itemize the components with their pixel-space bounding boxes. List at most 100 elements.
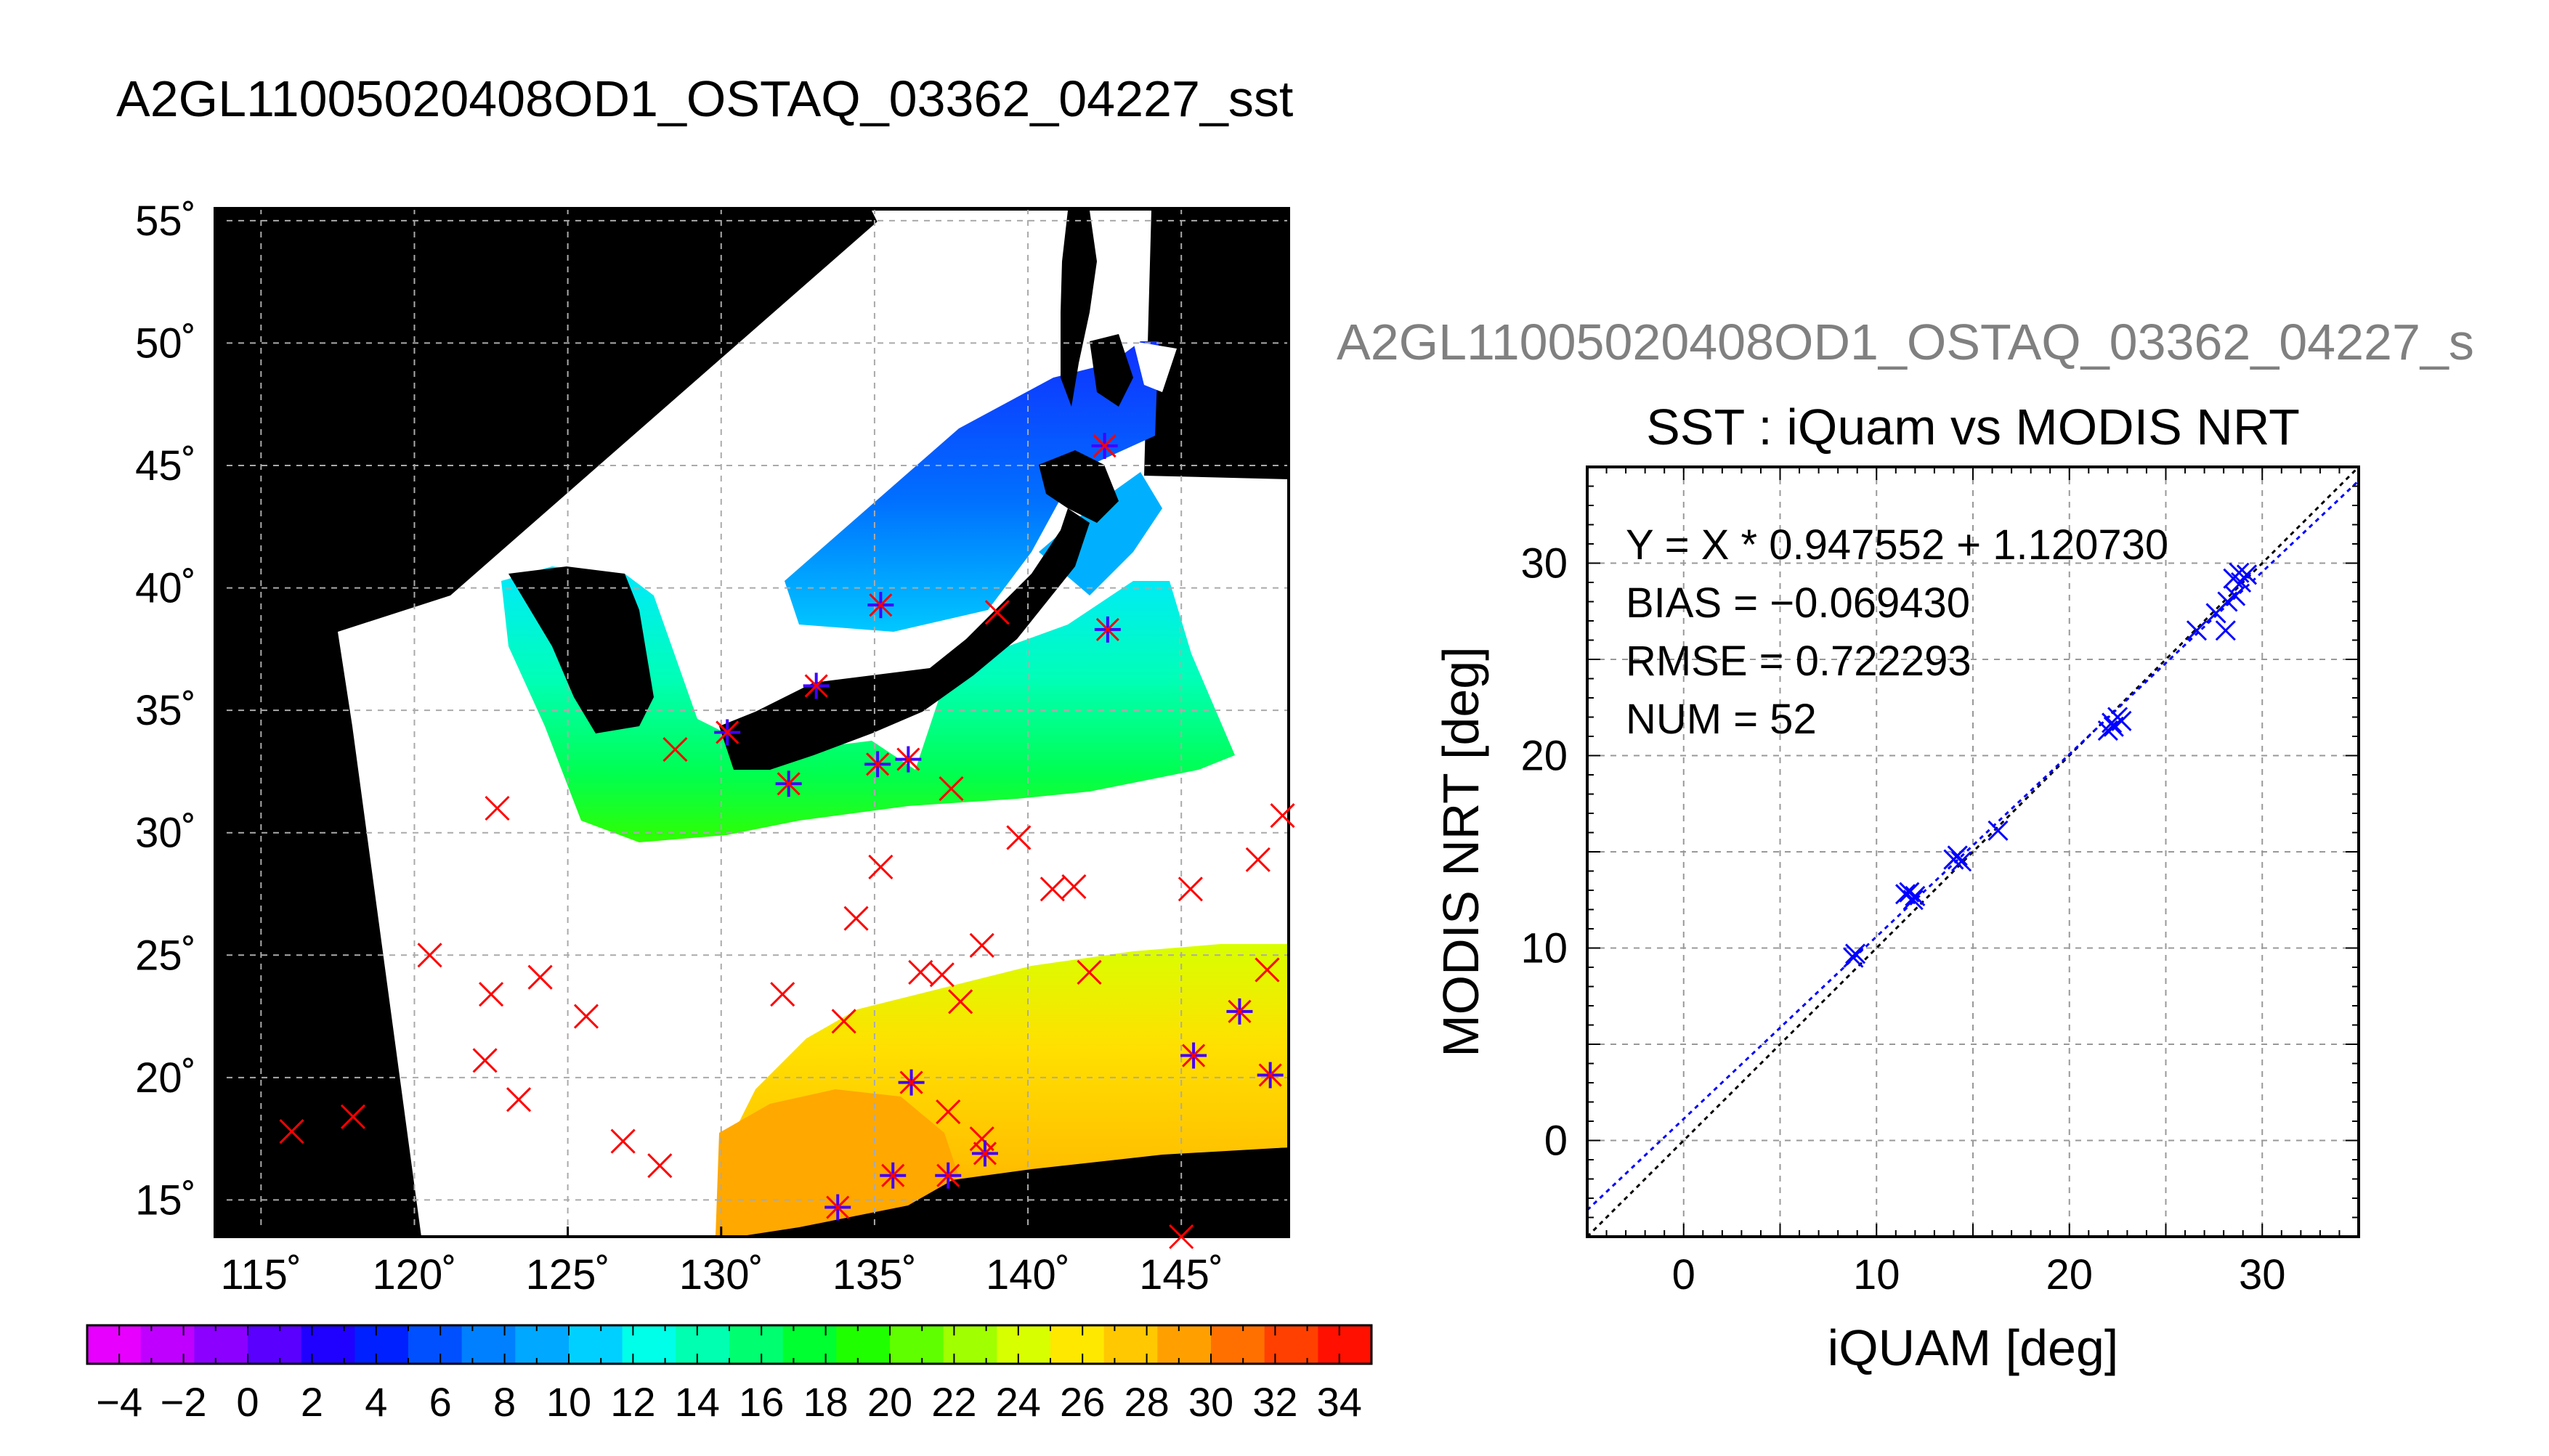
marker-stroke <box>896 747 920 771</box>
buoy-marker-matched <box>824 1194 851 1221</box>
buoy-marker-unmatched <box>939 776 964 802</box>
marker-stroke <box>1006 825 1032 850</box>
marker-stroke <box>936 1099 961 1125</box>
scatter-point <box>2103 716 2124 737</box>
marker-stroke <box>1093 434 1117 458</box>
marker-stroke <box>1895 884 1916 905</box>
buoy-marker-unmatched <box>969 1126 994 1152</box>
buoy-marker-unmatched <box>1061 874 1087 899</box>
map-x-tick-label: 140˚ <box>986 1251 1070 1298</box>
scatter-y-tick-label: 10 <box>1520 925 1568 972</box>
scatter-point <box>1947 845 1968 866</box>
map-x-tick-label: 120˚ <box>372 1251 456 1298</box>
stat-fit: Y = X * 0.947552 + 1.120730 <box>1626 521 2168 569</box>
ocean-mid <box>501 566 1235 842</box>
colorbar-segment <box>782 1325 838 1364</box>
marker-stroke <box>1182 1044 1206 1067</box>
scatter-xlabel: iQUAM [deg] <box>1828 1319 2119 1376</box>
marker-stroke <box>1255 957 1280 983</box>
marker-stroke <box>899 1070 923 1094</box>
buoy-marker-matched <box>1094 616 1121 643</box>
colorbar-tick-label: 12 <box>610 1379 655 1425</box>
marker-stroke <box>662 737 688 762</box>
marker-stroke <box>1061 874 1087 899</box>
buoy-marker-unmatched <box>472 1048 498 1073</box>
buoy-marker-unmatched <box>1077 959 1102 985</box>
marker-stroke <box>939 776 964 802</box>
scatter-figure-label: A2GL11005020408OD1_OSTAQ_03362_04227_s <box>1337 314 2474 370</box>
map-frame <box>214 207 1290 1238</box>
scatter-grid <box>1587 467 2359 1237</box>
land-peninsula <box>1090 334 1133 407</box>
marker-stroke <box>969 1126 994 1152</box>
buoy-marker-matched <box>1180 1042 1207 1069</box>
marker-stroke <box>1947 845 1968 866</box>
marker-stroke <box>1843 947 1864 968</box>
marker-stroke <box>777 772 801 796</box>
stat-rmse: RMSE = 0.722293 <box>1626 638 1971 685</box>
marker-stroke <box>2223 568 2244 589</box>
colorbar-segment <box>1157 1325 1212 1364</box>
marker-stroke <box>485 795 510 821</box>
scatter-x-tick-label: 20 <box>2046 1251 2093 1298</box>
scatter-point <box>1987 820 2009 841</box>
scatter-point <box>2215 620 2236 641</box>
buoy-marker-unmatched <box>662 737 688 762</box>
map-y-tick-label: 45˚ <box>135 442 196 489</box>
colorbar-segment <box>461 1325 516 1364</box>
marker-stroke <box>1902 890 1924 911</box>
buoy-marker-matched <box>880 1162 907 1189</box>
map-y-tick-label: 15˚ <box>135 1176 196 1224</box>
colorbar-segment <box>140 1325 195 1364</box>
map-x-tick-label: 130˚ <box>679 1251 763 1298</box>
scatter-point <box>1951 851 1972 872</box>
buoy-marker-unmatched <box>1178 877 1203 902</box>
buoy-marker-unmatched <box>279 1118 304 1144</box>
buoy-marker-unmatched <box>610 1128 636 1154</box>
buoy-marker-unmatched <box>1040 877 1065 902</box>
colorbar-segment <box>354 1325 409 1364</box>
marker-stroke <box>881 1163 905 1187</box>
scatter-x-tick-label: 0 <box>1672 1251 1695 1298</box>
buoy-marker-matched <box>714 719 741 746</box>
scatter-point <box>2186 620 2208 641</box>
marker-stroke <box>1228 999 1252 1023</box>
identity-line <box>1587 467 2359 1237</box>
marker-stroke <box>2236 564 2258 585</box>
colorbar-tick-label: 22 <box>931 1379 976 1425</box>
map-x-tick-label: 135˚ <box>832 1251 917 1298</box>
buoy-marker-matched <box>1226 998 1253 1025</box>
marker-stroke <box>973 1142 997 1166</box>
colorbar-segment <box>1050 1325 1105 1364</box>
marker-stroke <box>1258 1063 1282 1087</box>
land-hokkaido <box>1039 450 1119 523</box>
marker-stroke <box>417 943 442 968</box>
marker-stroke <box>1095 617 1119 641</box>
buoy-marker-matched <box>935 1162 962 1189</box>
marker-stroke <box>869 593 893 617</box>
buoy-marker-unmatched <box>340 1104 366 1129</box>
buoy-marker-unmatched <box>1270 803 1295 829</box>
map-x-tick-label: 115˚ <box>220 1251 301 1298</box>
scatter-points <box>1843 562 2258 968</box>
scatter-y-tick-label: 0 <box>1544 1118 1568 1165</box>
buoy-marker-unmatched <box>573 1004 599 1029</box>
marker-stroke <box>2225 585 2246 606</box>
colorbar-segment <box>622 1325 677 1364</box>
cloud-north <box>872 211 966 261</box>
land-japan <box>719 508 1090 770</box>
marker-stroke <box>573 1004 599 1029</box>
colorbar-tick-label: 4 <box>365 1379 387 1425</box>
colorbar-segment <box>515 1325 570 1364</box>
colorbar-tick-label: 14 <box>675 1379 720 1425</box>
map-x-tick-label: 145˚ <box>1139 1251 1223 1298</box>
map-y-tick-label: 20˚ <box>135 1054 196 1102</box>
buoy-marker-unmatched <box>1006 825 1032 850</box>
scatter-title: SST : iQuam vs MODIS NRT <box>1646 399 2300 455</box>
marker-stroke <box>1245 847 1271 872</box>
colorbar-segment <box>1318 1325 1372 1364</box>
marker-stroke <box>1844 943 1866 964</box>
scatter-x-tick-label: 10 <box>1853 1251 1900 1298</box>
marker-stroke <box>1905 885 1926 907</box>
buoy-marker-unmatched <box>929 962 955 988</box>
